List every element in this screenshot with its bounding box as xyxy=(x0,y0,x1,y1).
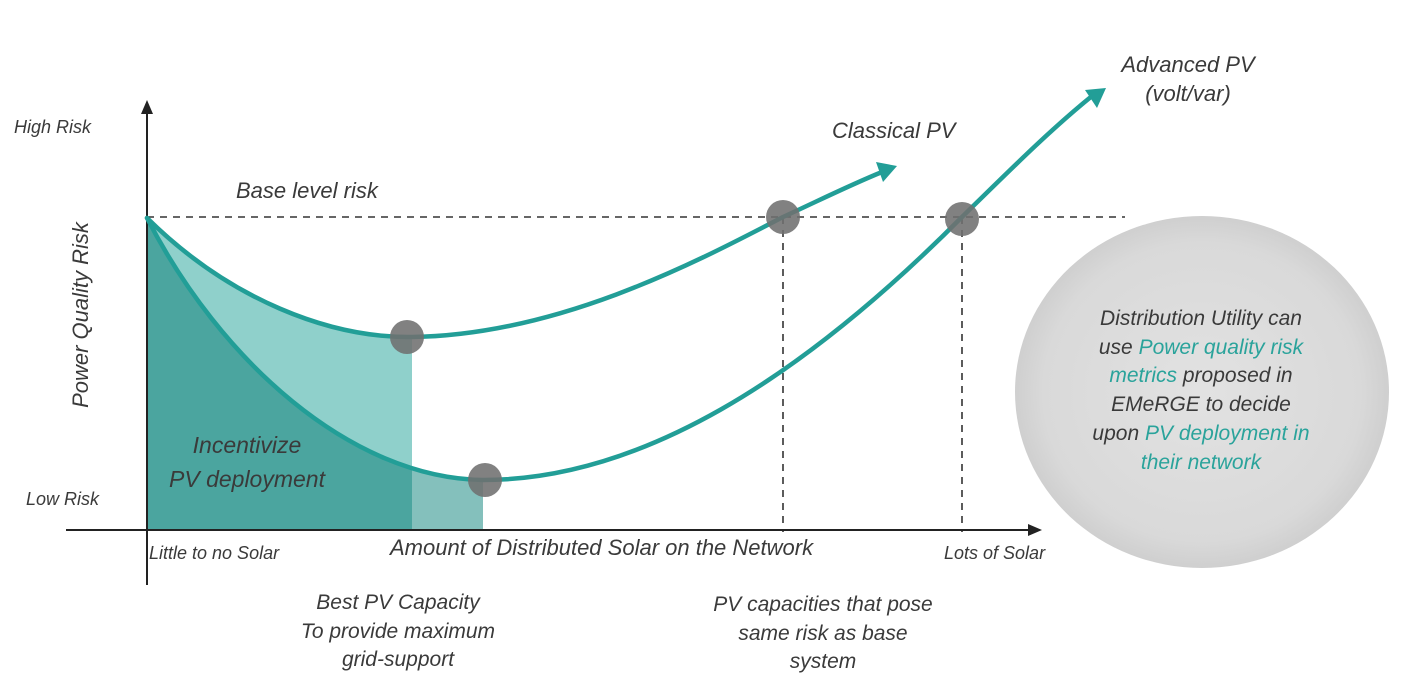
y-axis-label: Power Quality Risk xyxy=(68,221,93,408)
best-classical-marker xyxy=(390,320,424,354)
advanced-base-intersect-marker xyxy=(945,202,979,236)
y-low-label: Low Risk xyxy=(26,489,100,509)
callout-line-5: upon PV deployment in xyxy=(1092,422,1309,445)
x-axis-label: Amount of Distributed Solar on the Netwo… xyxy=(388,535,814,560)
x-axis-arrow xyxy=(1028,524,1042,536)
best-advanced-marker xyxy=(468,463,502,497)
callout-highlight-metrics: Power quality risk xyxy=(1139,336,1305,359)
same-risk-label-3: system xyxy=(790,650,857,673)
same-risk-label-1: PV capacities that pose xyxy=(713,593,932,616)
best-capacity-label-1: Best PV Capacity xyxy=(316,591,481,614)
x-low-label: Little to no Solar xyxy=(149,543,280,563)
classical-base-intersect-marker xyxy=(766,200,800,234)
classical-pv-arrowhead xyxy=(876,162,897,182)
classical-pv-curve xyxy=(144,169,885,340)
callout-line-6: their network xyxy=(1141,451,1263,474)
y-high-label: High Risk xyxy=(14,117,92,137)
callout-line-3: metrics proposed in xyxy=(1109,364,1292,387)
advanced-pv-curve xyxy=(144,93,1095,483)
same-risk-label-2: same risk as base xyxy=(738,622,907,645)
best-capacity-label-3: grid-support xyxy=(342,648,455,671)
callout-line-1: Distribution Utility can xyxy=(1100,307,1302,330)
callout-line-4: EMeRGE to decide xyxy=(1111,393,1291,416)
advanced-pv-label: Advanced PV xyxy=(1119,52,1257,77)
incentivize-label: Incentivize xyxy=(193,432,302,458)
callout-highlight-deployment: PV deployment in xyxy=(1145,422,1310,445)
advanced-pv-sublabel: (volt/var) xyxy=(1145,81,1231,106)
classical-pv-label: Classical PV xyxy=(832,118,958,143)
callout-circle xyxy=(1015,216,1389,568)
callout-highlight-metrics-2: metrics xyxy=(1109,364,1177,387)
incentivize-fill-region xyxy=(147,218,412,530)
callout-line-2: use Power quality risk xyxy=(1099,336,1305,359)
incentivize-sublabel: PV deployment xyxy=(169,466,327,492)
best-capacity-label-2: To provide maximum xyxy=(301,620,495,643)
base-risk-label: Base level risk xyxy=(236,178,379,203)
x-high-label: Lots of Solar xyxy=(944,543,1046,563)
advanced-pv-arrowhead xyxy=(1085,88,1106,108)
y-axis-arrow xyxy=(141,100,153,114)
